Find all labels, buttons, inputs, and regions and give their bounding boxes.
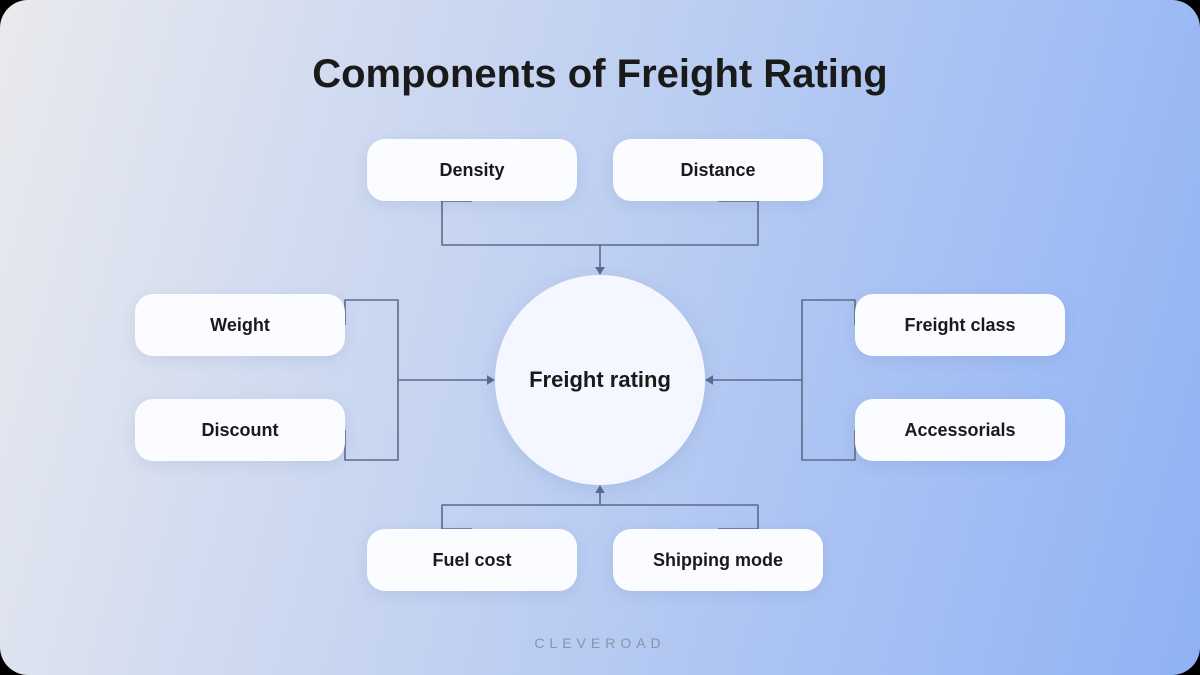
- center-node-label: Freight rating: [529, 367, 671, 393]
- diagram-title: Components of Freight Rating: [0, 52, 1200, 97]
- center-node-freight-rating: Freight rating: [495, 275, 705, 485]
- node-weight: Weight: [135, 294, 345, 356]
- node-distance: Distance: [613, 139, 823, 201]
- node-discount: Discount: [135, 399, 345, 461]
- node-freight-class: Freight class: [855, 294, 1065, 356]
- node-label: Shipping mode: [653, 550, 783, 571]
- node-label: Fuel cost: [432, 550, 511, 571]
- node-label: Freight class: [904, 315, 1015, 336]
- node-accessorials: Accessorials: [855, 399, 1065, 461]
- node-fuel-cost: Fuel cost: [367, 529, 577, 591]
- node-shipping-mode: Shipping mode: [613, 529, 823, 591]
- watermark: CLEVEROAD: [0, 635, 1200, 651]
- node-density: Density: [367, 139, 577, 201]
- node-label: Distance: [680, 160, 755, 181]
- node-label: Discount: [201, 420, 278, 441]
- node-label: Weight: [210, 315, 270, 336]
- diagram-canvas: Components of Freight Rating Freight rat…: [0, 0, 1200, 675]
- node-label: Density: [439, 160, 504, 181]
- node-label: Accessorials: [904, 420, 1015, 441]
